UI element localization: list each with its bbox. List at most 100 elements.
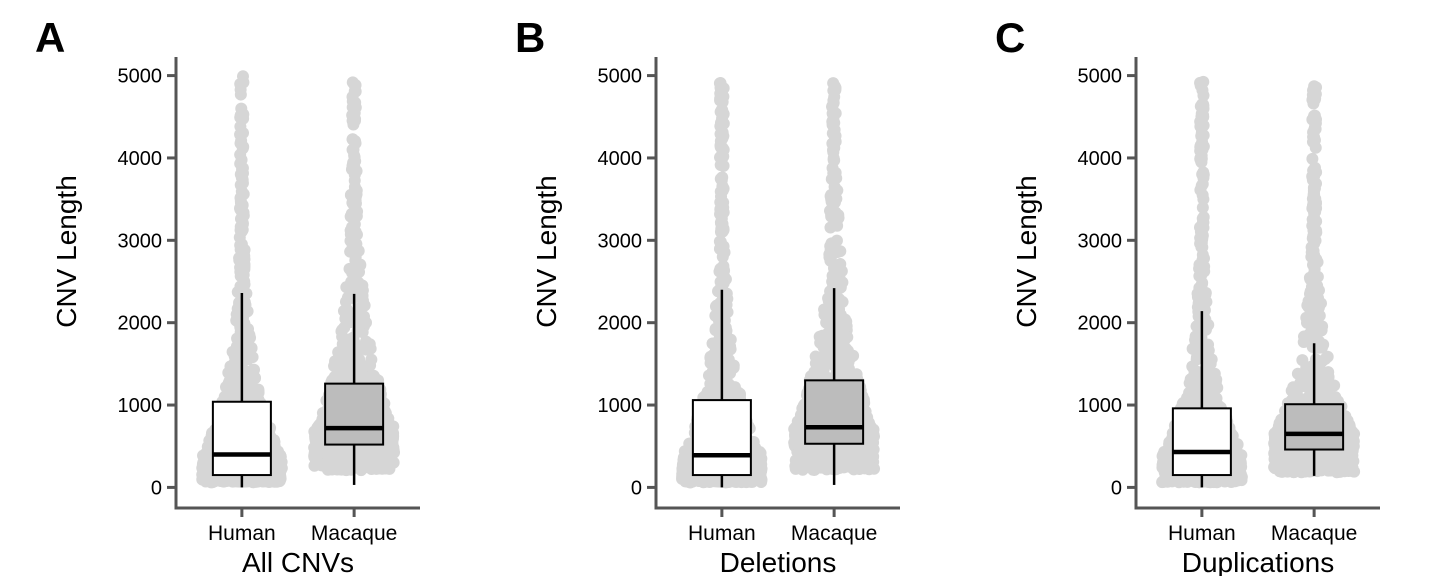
panel-letter: A bbox=[35, 14, 65, 61]
data-point bbox=[717, 108, 730, 121]
panel-letter: B bbox=[515, 14, 545, 61]
data-point bbox=[715, 174, 728, 187]
x-tick-label: Macaque bbox=[791, 522, 877, 545]
data-point bbox=[349, 155, 362, 168]
data-point bbox=[345, 283, 358, 296]
data-point bbox=[704, 370, 717, 383]
data-point bbox=[716, 250, 729, 263]
data-point bbox=[824, 190, 837, 203]
data-point bbox=[714, 275, 727, 288]
x-axis-label: Deletions bbox=[720, 547, 837, 576]
data-point bbox=[364, 359, 377, 372]
data-point bbox=[823, 248, 836, 261]
data-point bbox=[234, 88, 247, 101]
data-point bbox=[346, 90, 359, 103]
data-point bbox=[715, 194, 728, 207]
y-axis-label: CNV Length bbox=[1011, 175, 1042, 328]
data-point bbox=[716, 117, 729, 130]
data-point bbox=[710, 342, 723, 355]
data-point bbox=[235, 185, 248, 198]
data-point bbox=[234, 220, 247, 233]
data-point bbox=[1197, 99, 1210, 112]
data-point bbox=[237, 342, 250, 355]
data-point bbox=[343, 348, 356, 361]
x-axis-label: Duplications bbox=[1182, 547, 1335, 576]
x-tick-label: Human bbox=[688, 522, 756, 545]
data-point bbox=[1186, 396, 1199, 409]
data-point bbox=[346, 101, 359, 114]
data-point bbox=[354, 361, 367, 374]
y-tick-label: 4000 bbox=[598, 148, 643, 170]
y-tick-label: 3000 bbox=[598, 230, 643, 252]
data-point bbox=[727, 382, 740, 395]
data-point bbox=[715, 86, 728, 99]
data-point bbox=[1193, 262, 1206, 275]
x-axis-label: All CNVs bbox=[242, 547, 354, 576]
data-point bbox=[828, 154, 841, 167]
data-point bbox=[353, 341, 366, 354]
data-point bbox=[714, 127, 727, 140]
data-point bbox=[864, 462, 877, 475]
data-point bbox=[826, 137, 839, 150]
data-point bbox=[251, 389, 264, 402]
panel-letter: C bbox=[995, 14, 1025, 61]
data-point bbox=[1195, 118, 1208, 131]
data-point bbox=[1186, 360, 1199, 373]
data-point bbox=[1210, 393, 1223, 406]
box bbox=[211, 400, 272, 477]
y-tick-label: 2000 bbox=[118, 313, 163, 335]
data-point bbox=[339, 312, 352, 325]
data-point bbox=[815, 351, 828, 364]
data-point bbox=[831, 219, 844, 232]
data-point bbox=[789, 459, 802, 472]
data-point bbox=[345, 188, 358, 201]
data-point bbox=[1194, 323, 1207, 336]
data-point bbox=[230, 367, 243, 380]
data-point bbox=[1196, 229, 1209, 242]
data-point bbox=[230, 353, 243, 366]
data-point bbox=[1197, 140, 1210, 153]
data-point bbox=[721, 306, 734, 319]
data-point bbox=[226, 380, 239, 393]
box bbox=[691, 399, 752, 477]
data-point bbox=[234, 128, 247, 141]
data-point bbox=[1186, 342, 1199, 355]
data-point bbox=[826, 119, 839, 132]
data-point bbox=[346, 133, 359, 146]
y-tick-label: 1000 bbox=[598, 395, 643, 417]
box bbox=[324, 382, 385, 446]
data-point bbox=[235, 112, 248, 125]
data-point bbox=[717, 159, 730, 172]
data-point bbox=[356, 283, 369, 296]
data-point bbox=[1198, 383, 1211, 396]
data-point bbox=[1195, 179, 1208, 192]
y-tick-label: 0 bbox=[631, 477, 642, 499]
data-point bbox=[724, 340, 737, 353]
data-point bbox=[235, 168, 248, 181]
data-point bbox=[1197, 167, 1210, 180]
data-point bbox=[346, 114, 359, 127]
data-point bbox=[347, 143, 360, 156]
data-point bbox=[826, 269, 839, 282]
data-point bbox=[359, 316, 372, 329]
x-tick-label: Human bbox=[208, 522, 276, 545]
y-tick-label: 0 bbox=[151, 477, 162, 499]
data-point bbox=[835, 341, 848, 354]
x-tick-label: Macaque bbox=[311, 522, 397, 545]
data-point bbox=[358, 299, 371, 312]
data-point bbox=[827, 97, 840, 110]
data-point bbox=[234, 78, 247, 91]
y-axis-label: CNV Length bbox=[531, 175, 562, 328]
data-point bbox=[826, 201, 839, 214]
data-point bbox=[1199, 286, 1212, 299]
data-point bbox=[826, 314, 839, 327]
data-point bbox=[714, 208, 727, 221]
y-tick-label: 1000 bbox=[118, 395, 163, 417]
data-point bbox=[349, 197, 362, 210]
data-point bbox=[827, 167, 840, 180]
data-point bbox=[1196, 218, 1209, 231]
